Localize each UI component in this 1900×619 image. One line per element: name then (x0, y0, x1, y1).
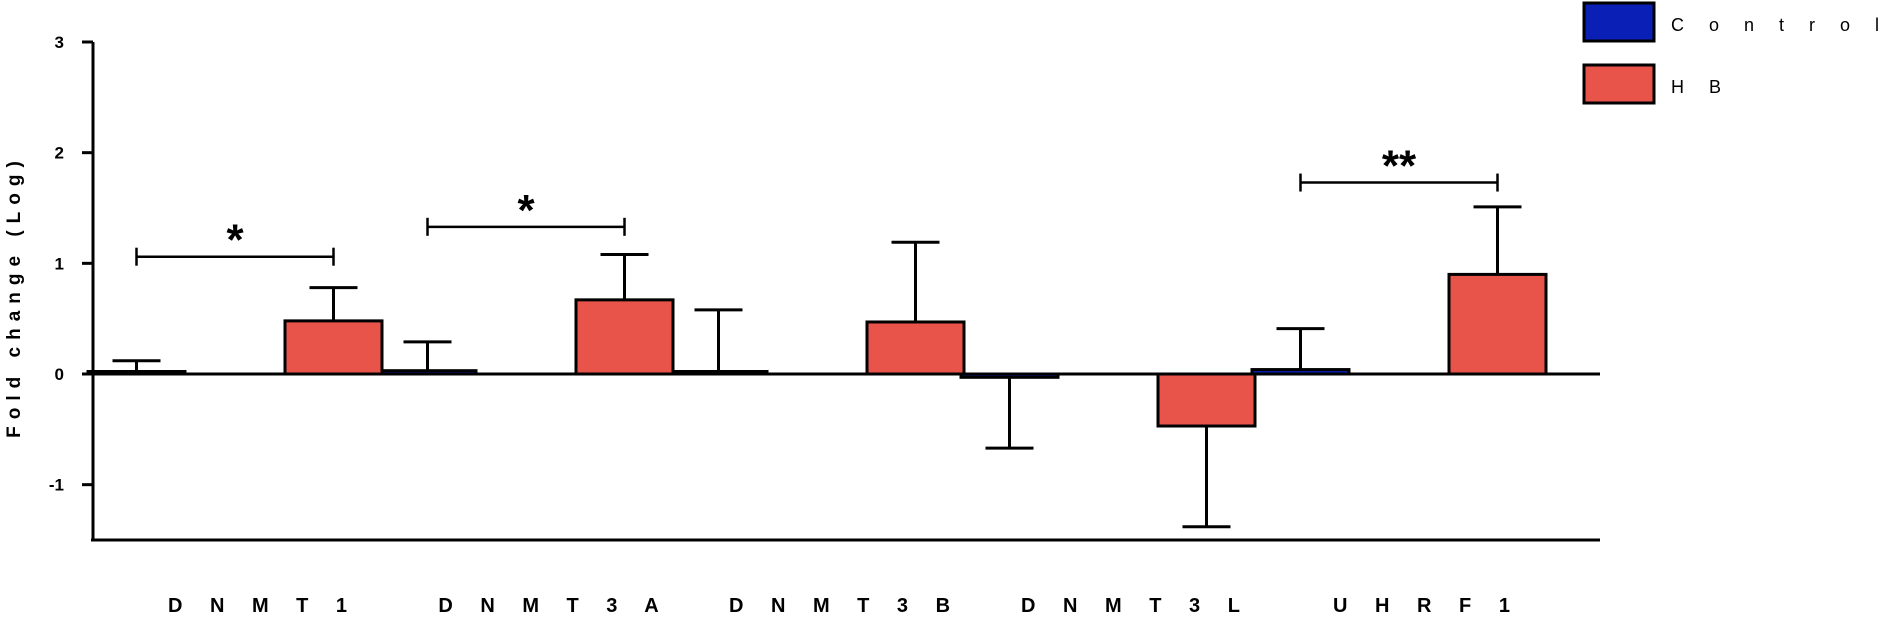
y-tick-label: -1 (49, 476, 64, 495)
bar-hb (1447, 272, 1548, 376)
y-tick-label: 2 (55, 144, 64, 163)
legend-label: C o n t r o l L i v e r (1671, 15, 1900, 35)
x-tick-label: D N M T 3 A (438, 595, 669, 617)
bar-control-liver (86, 370, 187, 376)
error-bars (112, 205, 1522, 529)
axes: 3 2 1 0 -1 D N M T 1 D N M T 3 A D N M T 3 B D N… (49, 33, 1600, 617)
y-tick-label: 3 (55, 33, 64, 52)
bar-hb (865, 320, 966, 376)
y-tick-label: 1 (55, 254, 64, 273)
y-axis-label: Fold change (Log) (4, 154, 25, 438)
x-tick-label: D N M T 3 B (729, 595, 961, 617)
x-tick-label: U H R F 1 (1333, 595, 1521, 617)
bar-control-liver (959, 372, 1060, 379)
bar-hb (1156, 372, 1257, 428)
legend-swatch (1582, 63, 1656, 105)
bar-control-liver (377, 369, 478, 376)
x-tick-label: D N M T 3 L (1021, 595, 1251, 617)
significance-label: ** (1382, 142, 1417, 191)
significance-label: * (517, 186, 535, 235)
bar-control-liver (1250, 368, 1351, 376)
legend-swatch (1582, 1, 1656, 43)
x-tick-label: D N M T 1 (168, 595, 358, 617)
significance-label: * (226, 216, 244, 265)
bar-hb (283, 319, 384, 376)
bar-hb (574, 298, 675, 376)
legend: C o n t r o l L i v e r H B (1582, 1, 1900, 105)
y-tick-label: 0 (55, 365, 64, 384)
significance-markers: **** (135, 142, 1499, 266)
legend-label: H B (1671, 77, 1731, 97)
bars (86, 272, 1548, 428)
